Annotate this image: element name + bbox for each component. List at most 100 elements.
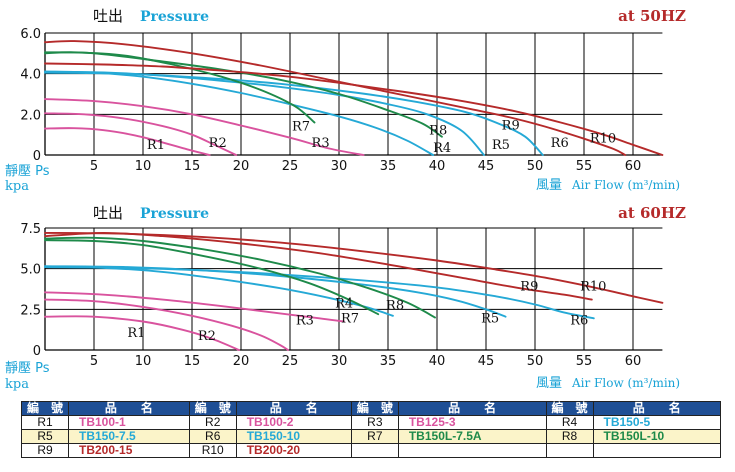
x-tick-label: 40 bbox=[429, 159, 446, 174]
x-axis-label-en: Air Flow (m³/min) bbox=[571, 178, 680, 192]
pressure-label-cn: 吐出 bbox=[93, 7, 123, 25]
y-tick-label: 0 bbox=[33, 149, 41, 164]
legend-model-cell: TB200-20 bbox=[235, 443, 352, 458]
legend-model-cell bbox=[397, 443, 547, 458]
y-axis-label-cn: 靜壓 Ps bbox=[5, 361, 50, 376]
legend-code-cell: R10 bbox=[188, 443, 237, 458]
legend-code-cell: R9 bbox=[21, 443, 69, 458]
y-axis-unit: kpa bbox=[5, 377, 29, 392]
legend-code-cell bbox=[545, 443, 594, 458]
series-label-r5: R5 bbox=[481, 311, 499, 326]
y-tick-label: 2.5 bbox=[20, 303, 41, 318]
legend-row: R5 TB150-7.5 R6 TB150-10 R7 TB150L-7.5A R8 TB15… bbox=[21, 429, 722, 444]
legend-model-cell: TB100-1 bbox=[68, 415, 190, 430]
series-curve-r3 bbox=[44, 291, 345, 323]
series-label-r2: R2 bbox=[198, 329, 216, 344]
x-tick-label: 50 bbox=[527, 159, 544, 174]
legend-code-cell bbox=[350, 443, 399, 458]
legend-model-cell: TB150L-10 bbox=[592, 429, 722, 444]
tick-labels: 5 10 15 20 25 30 35 40 45 50 55 60 0 2.5 5.0 7.5 bbox=[20, 222, 641, 369]
series-label-r6: R6 bbox=[551, 136, 569, 151]
x-tick-label: 60 bbox=[625, 354, 642, 369]
x-tick-label: 50 bbox=[527, 354, 544, 369]
series-label-r4: R4 bbox=[433, 141, 451, 156]
series-label-r2: R2 bbox=[209, 136, 227, 151]
x-tick-label: 45 bbox=[478, 354, 495, 369]
y-tick-label: 2.0 bbox=[20, 108, 41, 123]
series-label-r9: R9 bbox=[502, 119, 520, 134]
legend-code-cell: R4 bbox=[545, 415, 594, 430]
x-axis-label-en: Air Flow (m³/min) bbox=[571, 376, 680, 390]
series-curve-r1 bbox=[44, 127, 211, 156]
series-label-r8: R8 bbox=[429, 124, 447, 139]
frequency-label: at 50HZ bbox=[618, 7, 686, 25]
pressure-label-en: Pressure bbox=[140, 9, 209, 25]
legend-code-cell: R6 bbox=[188, 429, 237, 444]
series-labels: R1 R2 R3 R4 R5 R6 R7 R8 R9 R10 bbox=[127, 280, 606, 345]
x-tick-label: 15 bbox=[184, 159, 201, 174]
series-curve-r6 bbox=[44, 71, 544, 156]
series-curve-r10 bbox=[44, 62, 664, 156]
pressure-flow-charts: 吐出 Pressure at 50HZ 5 10 15 20 25 30 35 40 45 50 5… bbox=[5, 7, 686, 392]
legend-model-cell bbox=[592, 443, 722, 458]
legend-model-cell: TB200-15 bbox=[68, 443, 190, 458]
series-curve-r5 bbox=[44, 70, 485, 156]
legend-code-cell: R1 bbox=[21, 415, 69, 430]
legend-header-cell: 品 名 bbox=[68, 401, 190, 416]
y-axis-unit: kpa bbox=[5, 179, 29, 194]
x-tick-label: 15 bbox=[184, 354, 201, 369]
legend-model-cell: TB150-10 bbox=[235, 429, 352, 444]
x-tick-label: 60 bbox=[625, 159, 642, 174]
series-label-r7: R7 bbox=[292, 120, 310, 135]
y-axis-label-cn: 靜壓 Ps bbox=[5, 164, 50, 179]
series-curve-r2 bbox=[44, 112, 238, 156]
legend-header-cell: 編 號 bbox=[545, 401, 594, 416]
x-axis-label-cn: 風量 bbox=[536, 178, 562, 193]
grid bbox=[44, 32, 663, 156]
series-curve-r2 bbox=[44, 298, 289, 351]
y-tick-label: 4.0 bbox=[20, 68, 41, 83]
series-curve-r6 bbox=[44, 266, 595, 320]
series-curve-r3 bbox=[44, 98, 365, 156]
series-curves bbox=[44, 40, 664, 156]
series-label-r10: R10 bbox=[580, 280, 606, 295]
legend-row: R9 TB200-15 R10 TB200-20 bbox=[21, 443, 722, 458]
series-label-r1: R1 bbox=[127, 326, 145, 341]
x-tick-label: 20 bbox=[233, 159, 250, 174]
x-tick-label: 35 bbox=[380, 159, 397, 174]
pressure-label-en: Pressure bbox=[140, 206, 209, 222]
legend-row: R1 TB100-1 R2 TB100-2 R3 TB125-3 R4 TB150-5 bbox=[21, 415, 722, 430]
series-curve-r7 bbox=[44, 239, 380, 316]
model-legend-table: 編 號品 名編 號品 名編 號品 名編 號品 名 R1 TB100-1 R2 TB100… bbox=[21, 401, 722, 458]
series-curve-r1 bbox=[44, 315, 240, 351]
x-axis-label-cn: 風量 bbox=[536, 376, 562, 391]
frequency-label: at 60HZ bbox=[618, 204, 686, 222]
chart-50hz: 吐出 Pressure at 50HZ 5 10 15 20 25 30 35 40 45 50 5… bbox=[5, 7, 686, 194]
legend-header-cell: 編 號 bbox=[188, 401, 237, 416]
x-tick-label: 10 bbox=[135, 354, 152, 369]
x-tick-label: 30 bbox=[331, 159, 348, 174]
legend-header-cell: 品 名 bbox=[235, 401, 352, 416]
chart-60hz: 吐出 Pressure at 60HZ 5 10 15 20 25 30 35 40 45 50 5… bbox=[5, 204, 686, 392]
series-label-r3: R3 bbox=[312, 136, 330, 151]
series-curve-r8 bbox=[44, 236, 436, 319]
y-tick-label: 5.0 bbox=[20, 263, 41, 278]
legend-code-cell: R8 bbox=[545, 429, 594, 444]
x-tick-label: 5 bbox=[90, 159, 98, 174]
x-tick-label: 5 bbox=[90, 354, 98, 369]
x-tick-label: 25 bbox=[282, 354, 299, 369]
legend-header-cell: 品 名 bbox=[592, 401, 722, 416]
x-tick-label: 55 bbox=[576, 159, 593, 174]
legend-code-cell: R5 bbox=[21, 429, 69, 444]
x-tick-label: 55 bbox=[576, 354, 593, 369]
legend-model-cell: TB150-7.5 bbox=[68, 429, 190, 444]
y-tick-label: 0 bbox=[33, 344, 41, 359]
series-curve-r8 bbox=[44, 51, 443, 138]
series-labels: R1 R2 R3 R4 R5 R6 R7 R8 R9 R10 bbox=[147, 119, 616, 156]
x-tick-label: 40 bbox=[429, 354, 446, 369]
x-tick-label: 35 bbox=[380, 354, 397, 369]
pressure-label-cn: 吐出 bbox=[93, 204, 123, 222]
series-label-r6: R6 bbox=[570, 314, 588, 329]
y-tick-label: 7.5 bbox=[20, 222, 41, 237]
series-label-r3: R3 bbox=[296, 314, 314, 329]
